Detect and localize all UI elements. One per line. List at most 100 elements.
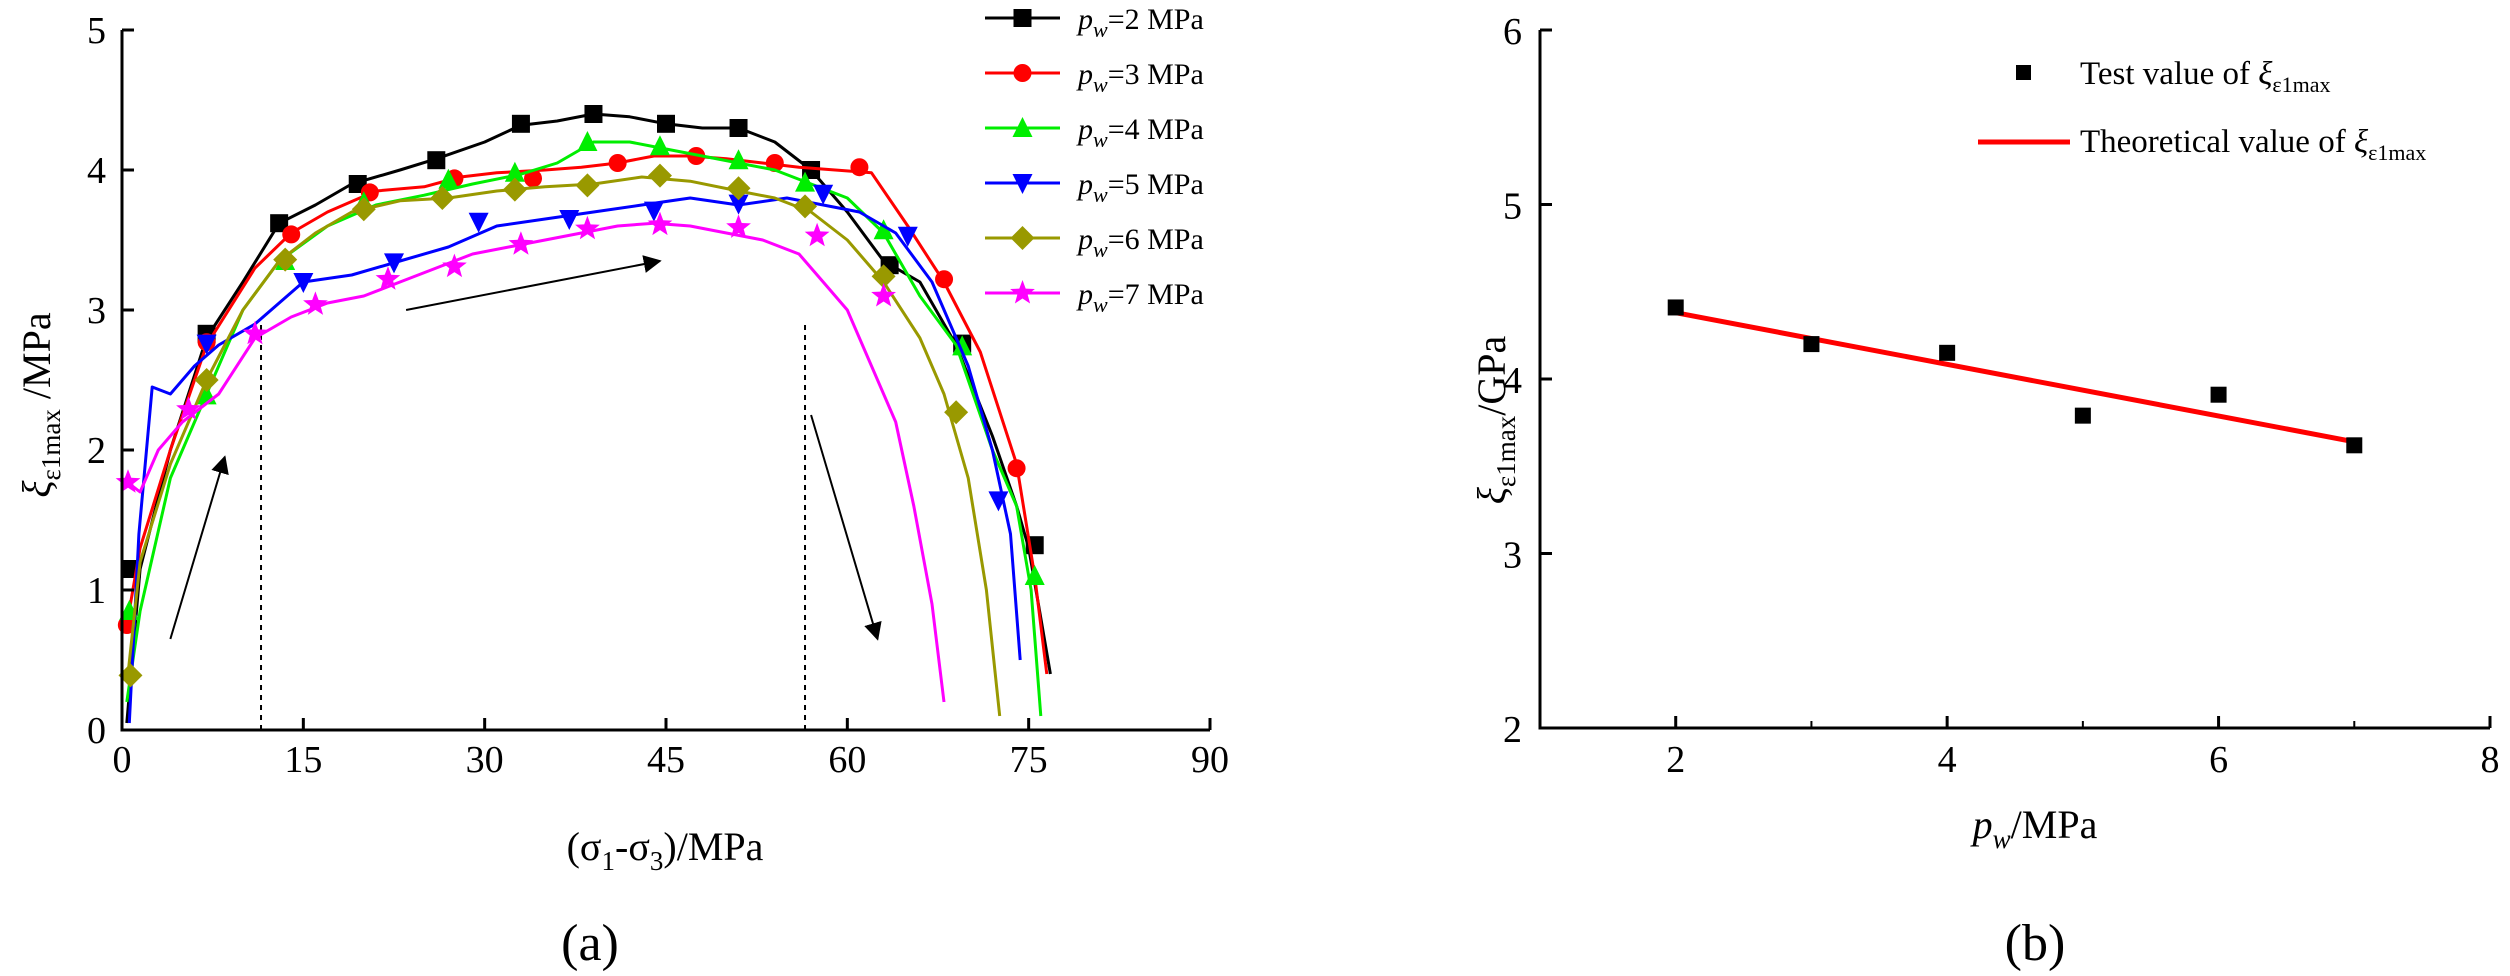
legend-marker-test <box>2016 65 2031 80</box>
data-point-pw-5 <box>196 334 217 355</box>
data-point-pw-7 <box>115 469 141 493</box>
x-tick-label-b: 4 <box>1938 739 1957 781</box>
data-point-pw-7 <box>303 291 328 315</box>
legend-a: pw=2 MPa pw=3 MPa pw=4 MPa pw=5 MPa pw=6 MPa… <box>985 3 1204 317</box>
y-tick-label-a: 5 <box>87 10 106 52</box>
data-point-pw-7 <box>726 214 751 238</box>
panel-label-b: (b) <box>2005 915 2066 972</box>
y-tick-label-b: 2 <box>1503 709 1522 751</box>
x-tick-labels-b: 2 4 6 8 <box>1666 739 2499 781</box>
legend-marker-pw-4 <box>1012 117 1033 137</box>
data-point-pw-7 <box>575 215 600 240</box>
y-tick-label-b: 4 <box>1503 360 1522 402</box>
data-point-pw-7 <box>442 253 467 278</box>
dashed-guides-a <box>260 324 807 730</box>
data-point-pw-5 <box>897 226 918 247</box>
data-point-pw-4 <box>1024 565 1045 585</box>
series-group-a <box>115 105 1052 724</box>
test-value-point <box>2210 386 2227 403</box>
legend-marker-pw-6 <box>1010 226 1035 250</box>
x-axis-label-a: (σ1-σ3)/MPa <box>567 824 764 876</box>
data-point-pw-6 <box>575 173 600 198</box>
y-tick-label-b: 5 <box>1503 186 1522 228</box>
data-point-pw-4 <box>649 135 670 156</box>
data-point-pw-6 <box>351 197 376 222</box>
y-tick-label-a: 0 <box>87 710 106 752</box>
y-tick-label-a: 1 <box>87 570 106 612</box>
data-point-pw-7 <box>176 396 201 420</box>
y-axis-label-b: ξε1max/GPa <box>1469 336 1521 505</box>
x-tick-label-a: 45 <box>647 739 685 781</box>
data-point-pw-4 <box>504 161 525 182</box>
data-point-pw-6 <box>871 264 896 289</box>
data-point-pw-6 <box>944 400 969 425</box>
axes-a <box>120 28 1212 732</box>
test-value-point <box>1667 299 1684 316</box>
data-point-pw-5 <box>293 273 314 293</box>
data-point-pw-3 <box>935 270 954 289</box>
y-tick-label-b: 6 <box>1503 11 1522 53</box>
data-point-pw-6 <box>502 177 527 202</box>
data-point-pw-5 <box>643 201 664 222</box>
test-value-point <box>2346 437 2363 454</box>
x-tick-label-b: 8 <box>2481 739 2500 781</box>
x-tick-label-b: 6 <box>2209 739 2228 781</box>
legend-marker-pw-2 <box>1013 9 1032 27</box>
data-point-pw-7 <box>804 222 830 247</box>
x-tick-label-a: 30 <box>466 739 504 781</box>
legend-b: Test value of ξε1max Theoretical value o… <box>1978 56 2426 165</box>
data-point-pw-5 <box>988 491 1009 512</box>
x-tick-labels-a: 0 15 30 45 60 75 90 <box>113 739 1230 781</box>
legend-marker-pw-7 <box>1010 280 1035 304</box>
legend-label-pw-2: pw=2 MPa <box>1076 3 1204 42</box>
series-line-pw-2 <box>125 112 1052 724</box>
data-point-pw-3 <box>1007 459 1026 478</box>
axis-frame-a <box>120 30 1210 732</box>
annotation-arrow <box>810 414 882 641</box>
data-point-pw-2 <box>270 214 289 233</box>
axes-b <box>1538 28 2492 730</box>
data-point-pw-3 <box>282 225 301 244</box>
x-tick-label-a: 75 <box>1010 739 1048 781</box>
data-point-pw-3 <box>850 158 869 177</box>
data-point-pw-7 <box>871 283 896 307</box>
points-group-b <box>1667 299 2363 454</box>
data-point-pw-4 <box>952 335 973 356</box>
data-point-pw-4 <box>438 168 459 189</box>
annotation-arrow <box>169 455 229 640</box>
data-point-pw-6 <box>647 163 672 188</box>
x-tick-label-a: 0 <box>113 739 132 781</box>
data-point-pw-6 <box>793 194 818 219</box>
data-point-pw-6 <box>430 186 455 210</box>
data-point-pw-2 <box>802 161 821 179</box>
annotation-arrow <box>405 255 662 311</box>
data-point-pw-3 <box>524 169 543 188</box>
data-point-pw-2 <box>657 114 675 133</box>
legend-label-theoretical: Theoretical value of ξε1max <box>2080 124 2426 165</box>
series-pw-7 <box>115 211 946 703</box>
legend-label-pw-4: pw=4 MPa <box>1076 113 1204 152</box>
series-pw-2 <box>122 105 1052 724</box>
y-tick-labels-a: 0 1 2 3 4 5 <box>87 10 106 752</box>
data-point-pw-5 <box>384 253 404 274</box>
test-value-point <box>1939 344 1956 361</box>
test-value-point <box>1803 336 1820 353</box>
data-point-pw-6 <box>194 368 219 392</box>
series-pw-5 <box>127 184 1022 724</box>
y-tick-label-b: 3 <box>1503 535 1522 577</box>
x-tick-label-b: 2 <box>1666 739 1685 781</box>
chart-b: 2 4 6 8 2 3 4 5 6 Test value of ξε1max Theoreti… <box>1469 11 2500 972</box>
y-axis-label-a: ξε1max /MPa <box>14 312 66 497</box>
series-pw-4 <box>119 131 1045 717</box>
x-tick-label-a: 90 <box>1191 739 1229 781</box>
test-value-point <box>2074 407 2091 424</box>
annotation-arrows-a <box>169 255 882 641</box>
data-point-pw-4 <box>728 149 749 170</box>
y-tick-label-a: 4 <box>87 150 106 192</box>
data-point-pw-6 <box>273 247 298 272</box>
y-tick-label-a: 3 <box>87 290 106 332</box>
panel-label-a: (a) <box>561 915 619 972</box>
legend-marker-pw-3 <box>1013 64 1032 82</box>
